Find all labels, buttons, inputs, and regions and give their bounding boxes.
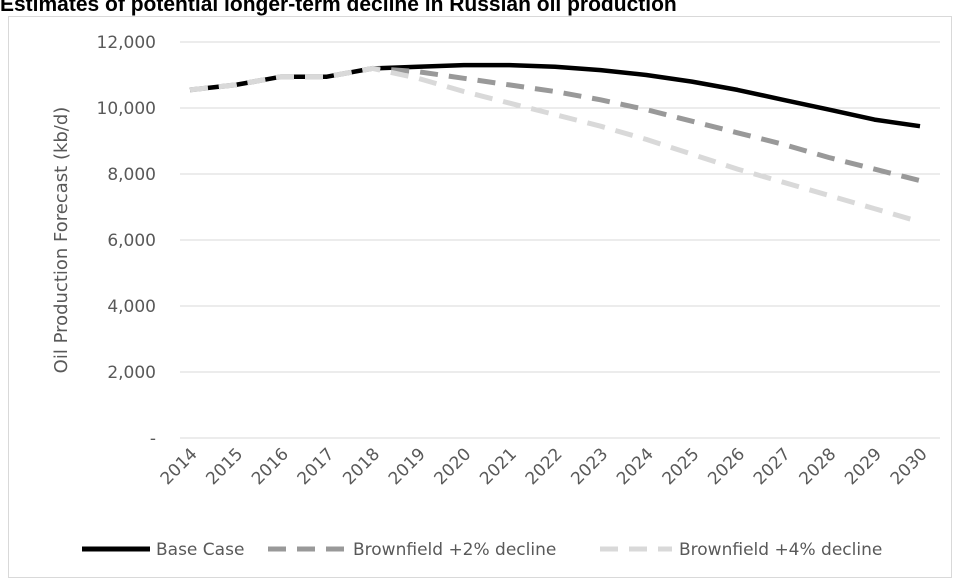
y-tick-label: 8,000 xyxy=(107,165,156,185)
x-tick-label: 2017 xyxy=(294,444,339,489)
chart-title: Estimates of potential longer-term decli… xyxy=(0,0,677,16)
y-tick-label: - xyxy=(150,429,156,449)
series-line-2 xyxy=(189,65,921,184)
legend: Base Case Brownfield +2% decline Brownfiel… xyxy=(82,540,882,560)
x-tick-label: 2014 xyxy=(157,444,202,489)
x-tick-label: 2015 xyxy=(202,444,247,489)
x-tick-label: 2030 xyxy=(887,444,932,489)
legend-label: Brownfield +4% decline xyxy=(679,540,882,560)
x-tick-label: 2025 xyxy=(659,444,704,489)
x-tick-label: 2018 xyxy=(339,444,384,489)
series-lines xyxy=(189,62,921,225)
series-line-1 xyxy=(189,62,921,129)
y-axis-ticks: - 2,000 4,000 6,000 8,000 10,000 12,000 xyxy=(97,33,156,449)
x-tick-label: 2022 xyxy=(522,444,567,489)
x-tick-label: 2026 xyxy=(704,444,749,489)
x-tick-label: 2024 xyxy=(613,444,658,489)
chart-frame xyxy=(8,16,952,578)
x-axis-ticks: 2014 2015 2016 2017 2018 2019 2020 2021 2022 2023… xyxy=(157,444,932,489)
legend-label: Brownfield +2% decline xyxy=(353,540,556,560)
x-tick-label: 2020 xyxy=(431,444,476,489)
y-tick-label: 4,000 xyxy=(107,297,156,317)
y-tick-label: 12,000 xyxy=(97,33,156,53)
x-tick-label: 2027 xyxy=(750,444,795,489)
x-tick-label: 2029 xyxy=(841,444,886,489)
series-line-3 xyxy=(189,65,921,225)
y-axis-label: Oil Production Forecast (kb/d) xyxy=(51,107,72,374)
x-tick-label: 2028 xyxy=(796,444,841,489)
y-tick-label: 10,000 xyxy=(97,99,156,119)
x-tick-label: 2021 xyxy=(476,444,521,489)
y-tick-label: 6,000 xyxy=(107,231,156,251)
x-tick-label: 2023 xyxy=(567,444,612,489)
legend-label: Base Case xyxy=(156,540,244,560)
gridlines xyxy=(180,41,940,439)
x-tick-label: 2016 xyxy=(248,444,293,489)
x-tick-label: 2019 xyxy=(385,444,430,489)
y-tick-label: 2,000 xyxy=(107,363,156,383)
